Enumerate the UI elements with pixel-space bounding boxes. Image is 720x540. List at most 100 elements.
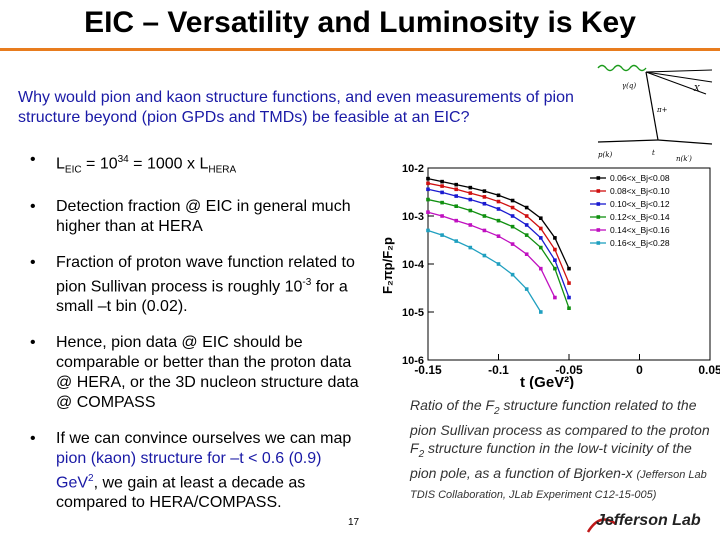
- legend-marker: [596, 241, 601, 245]
- bullet-luminosity: • LEIC = 1034 = 1000 x LHERA: [30, 150, 365, 181]
- series-line: [427, 198, 570, 309]
- legend-label: 0.08<x_Bj<0.10: [610, 186, 670, 196]
- legend-marker: [596, 189, 601, 193]
- data-point: [440, 190, 444, 195]
- b1-sup: 34: [117, 154, 129, 165]
- data-point: [454, 182, 458, 187]
- b3-sup: -3: [302, 276, 312, 288]
- bullet-convince: • If we can convince ourselves we can ma…: [30, 429, 365, 513]
- proton-line: [597, 139, 659, 143]
- data-point: [482, 253, 487, 258]
- data-point: [539, 245, 543, 250]
- t-label: t: [652, 149, 655, 157]
- n-label: n(k′): [676, 155, 692, 163]
- y-tick-label: 10-5: [402, 307, 424, 319]
- data-point: [510, 205, 515, 210]
- bullet-marker: •: [30, 197, 36, 215]
- bullet-marker: •: [30, 333, 36, 351]
- data-point: [510, 272, 515, 277]
- data-point: [567, 295, 571, 300]
- legend-label: 0.10<x_Bj<0.12: [610, 199, 670, 209]
- series-line: [427, 211, 556, 298]
- data-point: [567, 266, 571, 271]
- data-point: [454, 239, 458, 243]
- x-tick-label: -0.05: [555, 363, 583, 377]
- data-point: [524, 205, 529, 210]
- photon-line: [597, 64, 647, 72]
- x-line-3: [645, 71, 707, 95]
- jlab-logo-arc: [586, 518, 617, 533]
- question-text: Why would pion and kaon structure functi…: [18, 89, 574, 126]
- data-point: [426, 181, 430, 186]
- data-point: [510, 198, 515, 203]
- b1-sub-hera: HERA: [208, 164, 237, 176]
- series-line: [427, 182, 570, 284]
- data-point: [440, 214, 444, 218]
- data-point: [539, 216, 543, 220]
- data-point: [539, 226, 543, 231]
- data-point: [553, 295, 557, 300]
- slide-title: EIC – Versatility and Luminosity is Key: [84, 6, 636, 39]
- y-axis-label: F₂πp/F₂p: [380, 237, 395, 294]
- legend-marker: [596, 202, 601, 206]
- data-point: [510, 224, 515, 229]
- caption-reference: (Jefferson Lab TDIS Collaboration, JLab …: [410, 468, 707, 501]
- data-point: [440, 233, 444, 237]
- data-point: [426, 187, 430, 192]
- legend-label: 0.12<x_Bj<0.14: [610, 212, 670, 222]
- jefferson-lab-logo: Jefferson Lab: [596, 512, 701, 529]
- x-tick-label: 0.05: [698, 363, 720, 377]
- data-point: [482, 201, 487, 206]
- series-line: [427, 178, 570, 269]
- data-point: [482, 195, 487, 199]
- data-point: [482, 214, 487, 218]
- data-point: [510, 214, 515, 218]
- b5-text-2: , we gain at least a decade as compared …: [56, 474, 306, 512]
- pi-label: π+: [656, 106, 668, 114]
- b3-text: Fraction of proton wave function related…: [56, 253, 355, 295]
- data-point: [524, 287, 529, 291]
- legend-label: 0.16<x_Bj<0.28: [610, 238, 670, 248]
- legend-marker: [596, 176, 601, 180]
- data-point: [496, 199, 501, 204]
- b5-sup: 2: [88, 472, 94, 484]
- pion-line: [645, 71, 659, 141]
- data-point: [524, 223, 529, 227]
- data-point: [539, 266, 543, 271]
- x-axis-label: t (GeV²): [520, 374, 574, 389]
- plot-area: -0.15 -0.1 -0.05 0 0.05 10-2 10-3 10-4 10-5 10-6 0…: [402, 164, 720, 377]
- data-point: [539, 236, 543, 240]
- x-label: X: [693, 84, 700, 93]
- data-point: [468, 197, 473, 202]
- data-point: [524, 233, 529, 237]
- b1-text-2: = 1000 x L: [128, 155, 209, 173]
- data-point: [567, 281, 571, 285]
- b2-text: Detection fraction @ EIC in general much…: [56, 197, 351, 235]
- figure-caption: Ratio of the F2 structure function relat…: [410, 396, 715, 504]
- data-point: [496, 207, 501, 211]
- plot-frame: [427, 167, 711, 361]
- data-point: [468, 208, 473, 213]
- b1-l: L: [56, 155, 65, 173]
- data-point: [524, 214, 529, 218]
- bullet-marker: •: [30, 429, 36, 447]
- data-point: [482, 189, 487, 193]
- legend-marker: [596, 215, 601, 219]
- bullet-pion-data: • Hence, pion data @ EIC should be compa…: [30, 333, 365, 413]
- data-point: [426, 210, 430, 214]
- data-point: [496, 262, 501, 266]
- data-point: [468, 185, 473, 190]
- b5-text: If we can convince ourselves we can map: [56, 429, 352, 447]
- x-tick-label: -0.1: [488, 363, 509, 377]
- x-tick-label: -0.15: [414, 363, 442, 377]
- data-point: [496, 234, 501, 238]
- series-line: [427, 229, 542, 313]
- legend-label: 0.06<x_Bj<0.08: [610, 173, 670, 183]
- bullet-marker: •: [30, 151, 36, 168]
- page-number: 17: [348, 517, 360, 528]
- x-tick-label: 0: [636, 363, 643, 377]
- b1-sub-eic: EIC: [64, 164, 82, 176]
- caption-text-1: Ratio of the F: [410, 397, 495, 413]
- data-point: [426, 176, 430, 181]
- data-point: [440, 184, 444, 188]
